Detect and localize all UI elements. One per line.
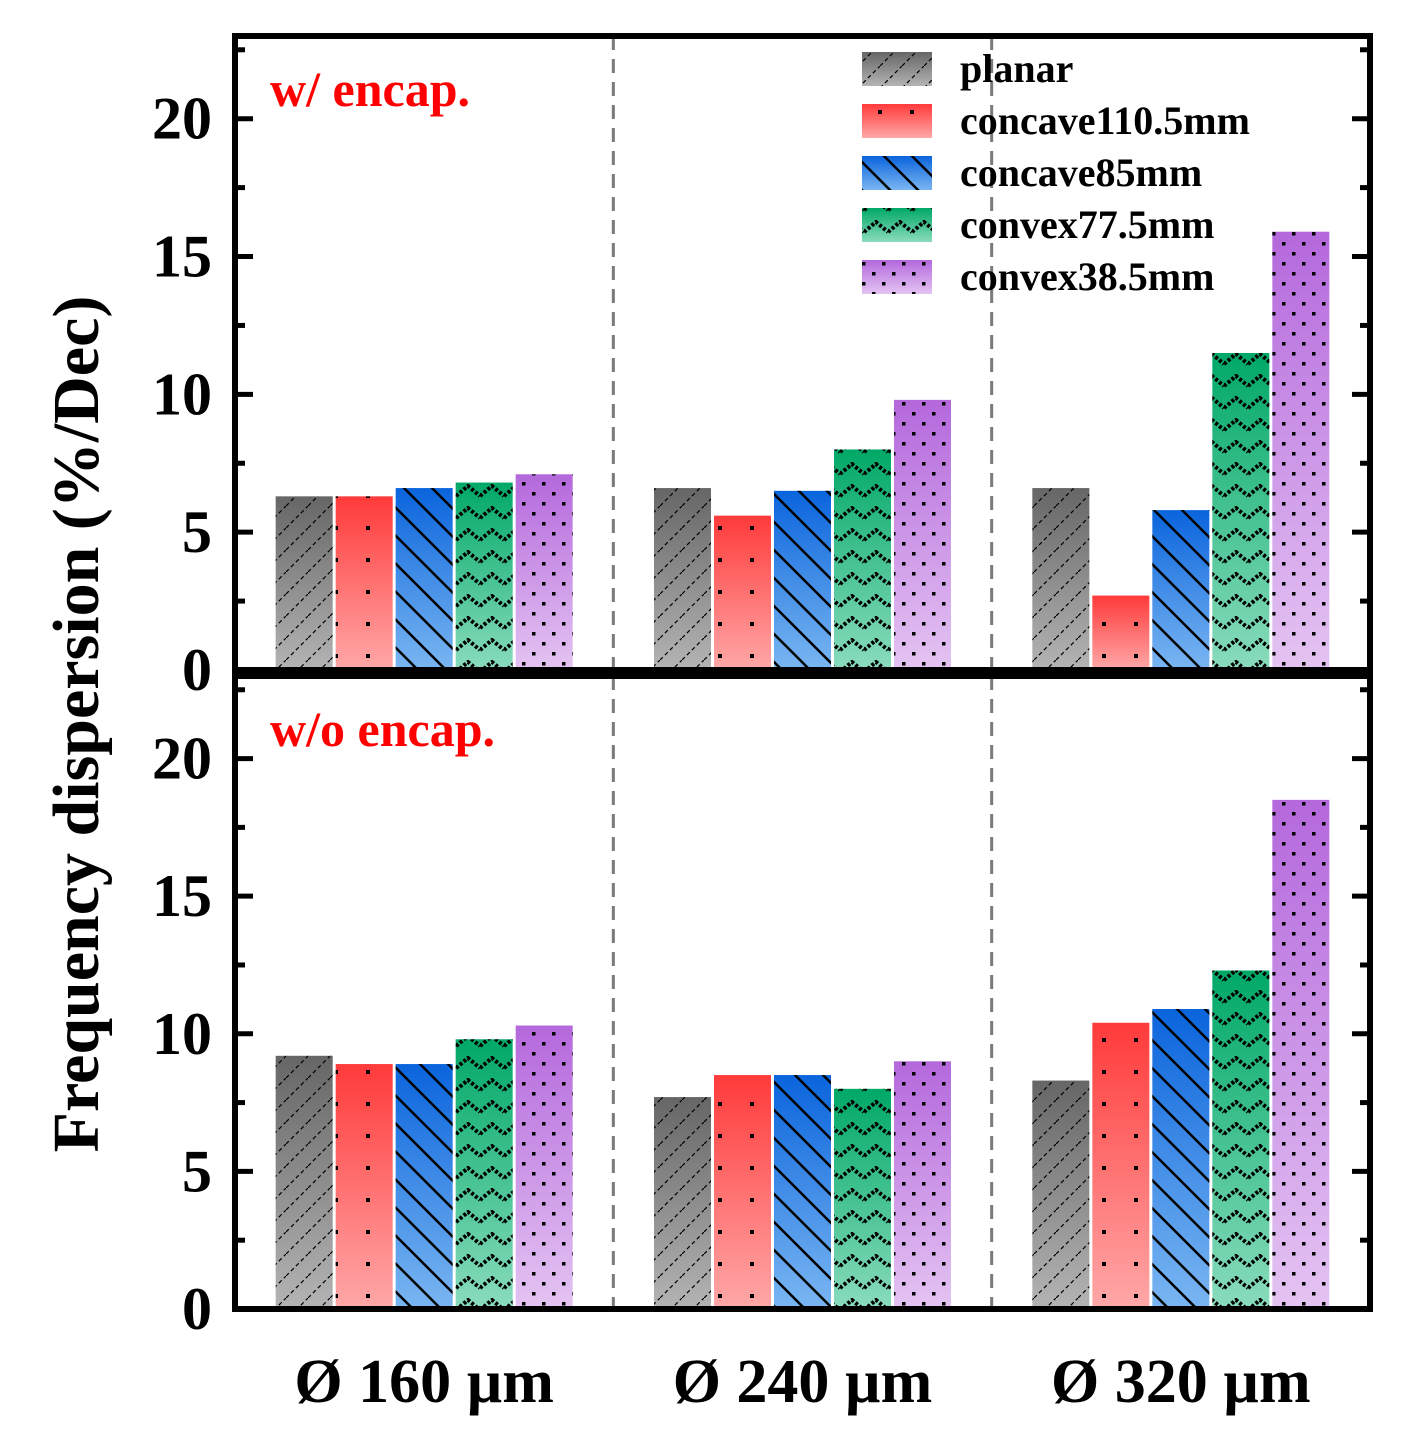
bar-noencap-concave110.5mm-1 (714, 1075, 771, 1309)
y-tick-label: 5 (182, 499, 212, 565)
bar-noencap-convex38.5mm-0 (515, 1025, 573, 1309)
bar-noencap-convex38.5mm-1 (894, 1061, 951, 1309)
bar-noencap-convex38.5mm-2 (1272, 799, 1330, 1309)
panel-title: w/o encap. (270, 701, 495, 757)
bar-encap-concave85mm-1 (774, 490, 831, 670)
legend-item-planar: planar (862, 46, 1073, 91)
y-tick-label: 0 (182, 1276, 212, 1342)
bar-noencap-concave85mm-1 (774, 1075, 831, 1309)
legend-item-convex77.5mm: convex77.5mm (862, 202, 1214, 247)
panel-frame (232, 673, 1373, 1312)
y-tick-label: 15 (152, 224, 212, 290)
svg-text:convex38.5mm: convex38.5mm (960, 254, 1214, 299)
bar-noencap-planar-1 (654, 1097, 711, 1309)
bar-noencap-concave85mm-2 (1152, 1009, 1210, 1309)
bar-encap-convex77.5mm-1 (834, 449, 891, 670)
y-tick-label: 15 (152, 863, 212, 929)
bar-noencap-planar-0 (275, 1055, 333, 1309)
y-tick-label: 5 (182, 1138, 212, 1204)
bar-encap-concave85mm-2 (1152, 510, 1210, 670)
svg-text:convex77.5mm: convex77.5mm (960, 202, 1214, 247)
bar-encap-convex77.5mm-2 (1212, 353, 1270, 670)
bar-encap-concave110.5mm-1 (714, 515, 771, 670)
bar-encap-planar-0 (275, 496, 333, 670)
bar-noencap-convex77.5mm-2 (1212, 970, 1270, 1309)
y-tick-label: 20 (152, 726, 212, 792)
y-tick-label: 10 (152, 1001, 212, 1067)
y-tick-label: 20 (152, 86, 212, 152)
legend-item-concave110.5mm: concave110.5mm (862, 98, 1250, 143)
bar-noencap-concave110.5mm-2 (1092, 1022, 1150, 1309)
svg-text:planar: planar (960, 46, 1073, 91)
bar-encap-convex77.5mm-0 (455, 482, 513, 670)
x-category-label: Ø 320 µm (1051, 1348, 1311, 1416)
y-tick-label: 10 (152, 361, 212, 427)
svg-text:concave85mm: concave85mm (960, 150, 1202, 195)
bar-encap-concave110.5mm-0 (335, 496, 393, 670)
y-axis-label: Frequency dispersion (%/Dec) (40, 296, 113, 1153)
x-category-label: Ø 240 µm (673, 1348, 933, 1416)
bar-encap-convex38.5mm-0 (515, 474, 573, 670)
legend-item-concave85mm: concave85mm (862, 150, 1202, 195)
legend-item-convex38.5mm: convex38.5mm (862, 254, 1214, 299)
bar-noencap-concave110.5mm-0 (335, 1064, 393, 1309)
bar-encap-convex38.5mm-1 (894, 399, 951, 670)
bar-encap-concave85mm-0 (395, 488, 453, 670)
bar-noencap-convex77.5mm-0 (455, 1039, 513, 1309)
y-tick-label: 0 (182, 637, 212, 703)
bar-encap-convex38.5mm-2 (1272, 231, 1330, 670)
bar-noencap-convex77.5mm-1 (834, 1088, 891, 1309)
bar-encap-planar-2 (1032, 488, 1090, 670)
svg-text:concave110.5mm: concave110.5mm (960, 98, 1250, 143)
x-category-label: Ø 160 µm (294, 1348, 554, 1416)
panel-frame (232, 33, 1373, 673)
bar-noencap-concave85mm-0 (395, 1064, 453, 1309)
bar-encap-concave110.5mm-2 (1092, 595, 1150, 670)
bar-noencap-planar-2 (1032, 1080, 1090, 1309)
bar-encap-planar-1 (654, 488, 711, 670)
panel-title: w/ encap. (270, 61, 470, 117)
